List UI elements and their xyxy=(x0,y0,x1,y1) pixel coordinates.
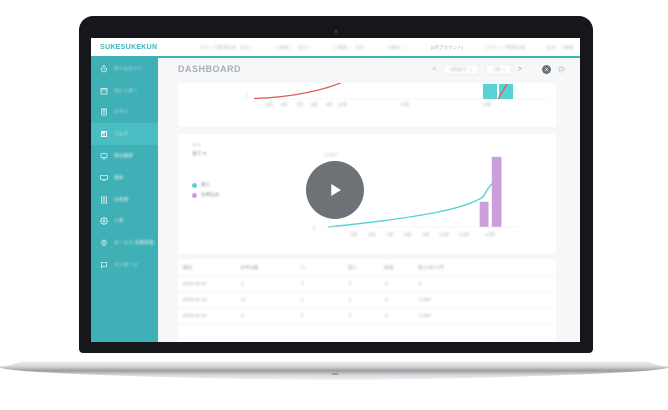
svg-text:12日: 12日 xyxy=(400,102,409,108)
svg-text:10日: 10日 xyxy=(338,102,347,108)
svg-text:8日: 8日 xyxy=(404,232,411,238)
svg-text:9日: 9日 xyxy=(326,102,333,108)
svg-text:10日: 10日 xyxy=(439,232,449,238)
svg-text:5日: 5日 xyxy=(266,102,273,108)
svg-text:7日: 7日 xyxy=(386,232,393,238)
svg-text:7日: 7日 xyxy=(296,102,303,108)
svg-text:5日: 5日 xyxy=(350,232,357,238)
svg-text:12日: 12日 xyxy=(459,232,469,238)
svg-text:6日: 6日 xyxy=(281,102,288,108)
svg-text:14日: 14日 xyxy=(485,232,495,238)
svg-text:9日: 9日 xyxy=(422,232,429,238)
svg-text:6日: 6日 xyxy=(368,232,375,238)
svg-text:8日: 8日 xyxy=(311,102,318,108)
svg-text:0: 0 xyxy=(313,226,316,232)
svg-text:14日: 14日 xyxy=(482,102,491,108)
svg-text:5,000: 5,000 xyxy=(325,152,337,158)
svg-text:0: 0 xyxy=(246,93,249,98)
